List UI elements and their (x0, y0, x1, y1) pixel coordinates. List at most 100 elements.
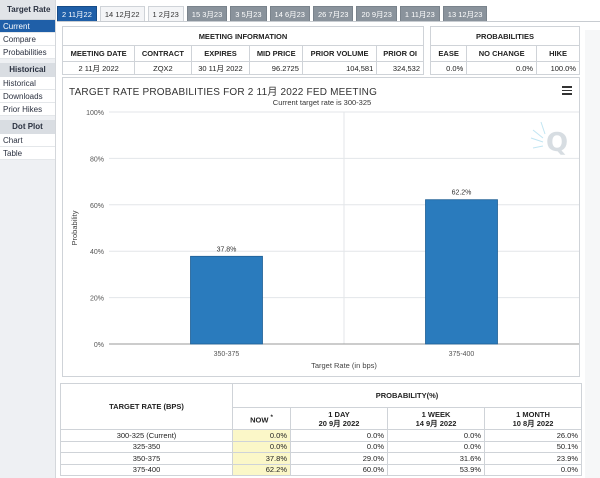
tab-meeting-8[interactable]: 20 9月23 (356, 6, 397, 22)
tab-meeting-5[interactable]: 3 5月23 (230, 6, 267, 22)
col-meeting-date: MEETING DATE (61, 45, 136, 62)
table-row: 300-325 (Current) 0.0% 0.0% 0.0% 26.0% (60, 429, 582, 442)
tab-divider (57, 21, 600, 22)
one-month-cell: 23.9% (484, 452, 582, 465)
sidebar-header: Target Rate (0, 0, 55, 20)
col-prior-volume: PRIOR VOLUME (301, 45, 378, 62)
svg-text:Q: Q (546, 128, 568, 158)
tab-meeting-9[interactable]: 1 11月23 (399, 6, 440, 22)
one-day-cell: 0.0% (290, 440, 388, 453)
bar (425, 199, 498, 345)
sidebar-item-current[interactable]: Current (0, 20, 55, 33)
probability-chart-panel: TARGET RATE PROBABILITIES FOR 2 11月 2022… (62, 77, 580, 377)
now-cell: 37.8% (232, 452, 291, 465)
data-label: 62.2% (452, 190, 472, 197)
tab-meeting-2[interactable]: 14 12月22 (99, 6, 145, 22)
target-rate-probability-table: TARGET RATE (BPS) PROBABILITY(%) NOW * 1… (60, 383, 582, 476)
tab-meeting-3[interactable]: 1 2月23 (147, 6, 184, 22)
one-month-cell: 26.0% (484, 429, 582, 442)
chart-title: TARGET RATE PROBABILITIES FOR 2 11月 2022… (69, 87, 378, 98)
sidebar-item-downloads[interactable]: Downloads (0, 90, 55, 103)
col-hike: HIKE (536, 45, 580, 62)
col-ease: EASE (429, 45, 468, 62)
prior-volume-value: 104,581 (301, 61, 378, 75)
meeting-information-title: MEETING INFORMATION (62, 26, 424, 46)
data-label: 37.8% (217, 246, 237, 253)
y-tick-label: 60% (90, 203, 104, 210)
one-week-cell: 0.0% (387, 429, 485, 442)
table-row: 350-375 37.8% 29.0% 31.6% 23.9% (60, 452, 582, 465)
y-tick-label: 20% (90, 296, 104, 303)
vertical-scrollbar[interactable] (585, 30, 600, 478)
now-cell: 0.0% (232, 429, 291, 442)
contract-value: ZQX2 (134, 61, 192, 75)
tab-meeting-1[interactable]: 2 11月22 (57, 6, 97, 22)
bar (190, 255, 263, 345)
one-week-cell: 31.6% (387, 452, 485, 465)
sidebar: Target Rate Current Compare Probabilitie… (0, 0, 56, 478)
y-tick-label: 0% (94, 342, 104, 349)
now-cell: 62.2% (232, 463, 291, 476)
tab-meeting-6[interactable]: 14 6月23 (269, 6, 310, 22)
bar-chart: Q 0% 20% 40% 60% 80% 100% 37.8% 350-375 62.2% 375… (70, 110, 579, 370)
table-row: 325-350 0.0% 0.0% 0.0% 50.1% (60, 440, 582, 453)
sidebar-item-compare[interactable]: Compare (0, 33, 55, 46)
probabilities-title: PROBABILITIES (430, 26, 580, 46)
col-prior-oi: PRIOR OI (376, 45, 424, 62)
one-month-cell: 0.0% (484, 463, 582, 476)
x-tick-label: 350-375 (214, 351, 240, 358)
sidebar-item-prior-hikes[interactable]: Prior Hikes (0, 103, 55, 116)
target-rate-cell: 300-325 (Current) (60, 429, 233, 442)
y-tick-label: 100% (86, 110, 104, 117)
tab-meeting-4[interactable]: 15 3月23 (186, 6, 228, 22)
one-day-cell: 0.0% (290, 429, 388, 442)
y-tick-label: 80% (90, 156, 104, 163)
hamburger-menu-icon[interactable] (562, 86, 572, 95)
one-day-cell: 60.0% (290, 463, 388, 476)
sidebar-item-chart[interactable]: Chart (0, 134, 55, 147)
table-row: 375-400 62.2% 60.0% 53.9% 0.0% (60, 463, 582, 476)
col-1-day: 1 DAY 20 9月 2022 (290, 407, 388, 430)
sidebar-item-probabilities[interactable]: Probabilities (0, 46, 55, 59)
x-tick-label: 375-400 (449, 351, 475, 358)
cme-q-logo-icon: Q (530, 121, 568, 158)
col-mid-price: MID PRICE (249, 45, 303, 62)
mid-price-value: 96.2725 (249, 61, 303, 75)
target-rate-cell: 350-375 (60, 452, 233, 465)
meeting-information-table: MEETING INFORMATION MEETING DATE CONTRAC… (61, 26, 424, 75)
col-now: NOW * (232, 407, 291, 430)
tab-meeting-7[interactable]: 26 7月23 (312, 6, 354, 22)
sidebar-group-dot-plot: Dot Plot (0, 120, 55, 134)
table-row: 2 11月 2022 ZQX2 30 11月 2022 96.2725 104,… (61, 61, 424, 75)
col-probability: PROBABILITY(%) (232, 383, 582, 408)
target-rate-cell: 325-350 (60, 440, 233, 453)
hike-value: 100.0% (536, 61, 580, 75)
sidebar-group-historical: Historical (0, 63, 55, 77)
col-1-month: 1 MONTH 10 8月 2022 (484, 407, 582, 430)
sidebar-item-historical[interactable]: Historical (0, 77, 55, 90)
prior-oi-value: 324,532 (376, 61, 424, 75)
table-row: 0.0% 0.0% 100.0% (429, 61, 580, 75)
col-expires: EXPIRES (190, 45, 251, 62)
now-marker: * (270, 413, 273, 421)
col-no-change: NO CHANGE (466, 45, 538, 62)
one-month-cell: 50.1% (484, 440, 582, 453)
col-target-rate: TARGET RATE (BPS) (60, 383, 233, 430)
tab-meeting-10[interactable]: 13 12月23 (442, 6, 488, 22)
now-cell: 0.0% (232, 440, 291, 453)
y-tick-label: 40% (90, 249, 104, 256)
expires-value: 30 11月 2022 (190, 61, 251, 75)
ease-value: 0.0% (429, 61, 468, 75)
col-contract: CONTRACT (134, 45, 192, 62)
meeting-tabs: 2 11月22 14 12月22 1 2月23 15 3月23 3 5月23 1… (57, 6, 490, 22)
one-week-cell: 0.0% (387, 440, 485, 453)
target-rate-cell: 375-400 (60, 463, 233, 476)
one-week-cell: 53.9% (387, 463, 485, 476)
one-day-cell: 29.0% (290, 452, 388, 465)
no-change-value: 0.0% (466, 61, 538, 75)
col-1-week: 1 WEEK 14 9月 2022 (387, 407, 485, 430)
sidebar-item-table[interactable]: Table (0, 147, 55, 160)
chart-subtitle: Current target rate is 300-325 (272, 98, 372, 107)
y-axis-title: Probability (70, 210, 79, 245)
